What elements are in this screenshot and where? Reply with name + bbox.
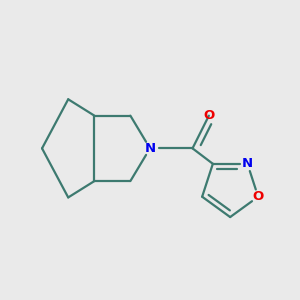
Text: N: N	[144, 142, 156, 155]
Text: O: O	[203, 109, 214, 122]
Text: N: N	[242, 157, 253, 170]
Text: O: O	[253, 190, 264, 203]
